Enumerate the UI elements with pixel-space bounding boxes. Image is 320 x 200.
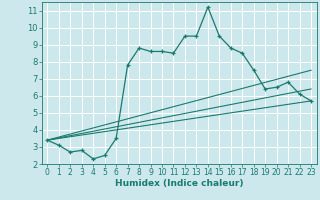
X-axis label: Humidex (Indice chaleur): Humidex (Indice chaleur) <box>115 179 244 188</box>
